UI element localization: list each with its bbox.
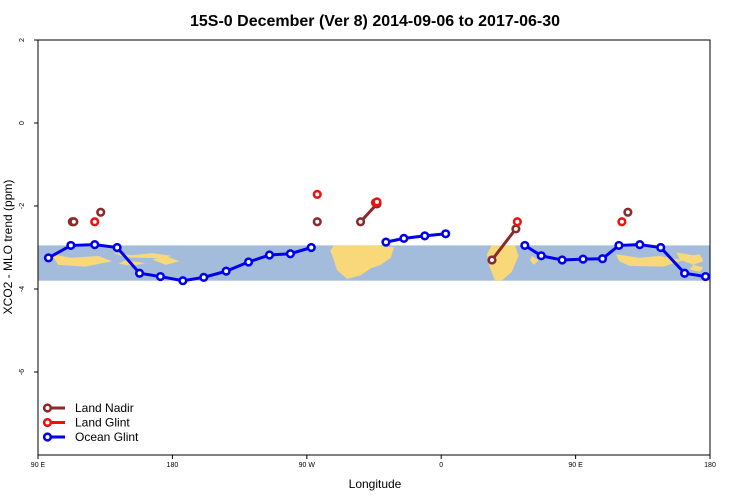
data-point (243, 257, 254, 267)
data-point (312, 189, 322, 199)
data-point (512, 217, 522, 227)
land-mass (615, 254, 684, 267)
data-point (372, 197, 382, 207)
series-layer (43, 189, 711, 286)
legend-label: Land Nadir (75, 401, 134, 415)
land-mass (330, 245, 395, 279)
data-point (312, 217, 322, 227)
data-point (285, 249, 295, 259)
series-line (385, 232, 446, 244)
y-axis-label: XCO2 - MLO trend (ppm) (1, 180, 15, 315)
data-point (635, 239, 645, 250)
data-point (617, 217, 627, 227)
series-line (524, 243, 706, 279)
y-tick-label: -2 (19, 203, 26, 209)
plot-frame (37, 39, 711, 456)
land-mass (676, 252, 704, 265)
data-point (536, 251, 546, 261)
land-mass (51, 254, 112, 267)
series (90, 189, 627, 227)
data-point (399, 233, 409, 243)
y-tick-label: 0 (19, 121, 26, 125)
legend-marker (42, 417, 53, 428)
y-tick-label: -4 (19, 286, 26, 292)
data-point (355, 217, 366, 227)
legend-marker (42, 432, 53, 442)
data-point (264, 250, 275, 260)
data-point (511, 224, 521, 234)
data-point (557, 255, 567, 265)
land-mass (689, 264, 704, 272)
data-point (441, 229, 451, 239)
data-point (381, 237, 391, 247)
data-point (597, 254, 608, 264)
data-point (199, 272, 209, 282)
data-point (178, 276, 188, 286)
land-mass (529, 256, 539, 265)
data-point (578, 254, 588, 264)
legend-label: Land Glint (75, 416, 130, 430)
chart-title: 15S-0 December (Ver 8) 2014-09-06 to 201… (190, 13, 560, 30)
data-point (90, 239, 100, 250)
y-tick-label: 2 (19, 38, 26, 42)
data-point (90, 217, 100, 227)
data-point (43, 253, 54, 263)
data-point (155, 271, 166, 282)
data-point (700, 271, 711, 282)
x-tick-label: 180 (704, 462, 716, 469)
data-point (614, 240, 624, 251)
x-axis-label: Longitude (349, 477, 402, 491)
data-point (69, 217, 79, 227)
x-tick-label: 0 (439, 462, 443, 469)
legend-marker (42, 403, 53, 413)
x-tick-label: 90 W (299, 462, 316, 469)
data-point (66, 240, 76, 251)
data-point (112, 242, 122, 253)
series (43, 229, 711, 286)
data-point (96, 207, 106, 217)
legend-label: Ocean Glint (75, 430, 139, 444)
data-point (221, 266, 231, 276)
data-point (520, 240, 530, 251)
axis-ticks: 90 E 180 90 W 0 90 E 180 2 0 -2 -4 -6 (19, 38, 716, 469)
land-mass (152, 256, 180, 265)
x-tick-label: 90 E (31, 462, 46, 469)
series-line (490, 227, 518, 261)
data-point (306, 242, 316, 253)
data-point (623, 207, 633, 217)
x-tick-label: 90 E (568, 462, 583, 469)
x-tick-label: 180 (167, 462, 179, 469)
data-point (420, 231, 430, 241)
data-point (656, 242, 666, 253)
data-point (134, 268, 145, 278)
data-point (680, 268, 690, 278)
y-tick-label: -6 (19, 369, 26, 375)
data-point (487, 255, 497, 265)
